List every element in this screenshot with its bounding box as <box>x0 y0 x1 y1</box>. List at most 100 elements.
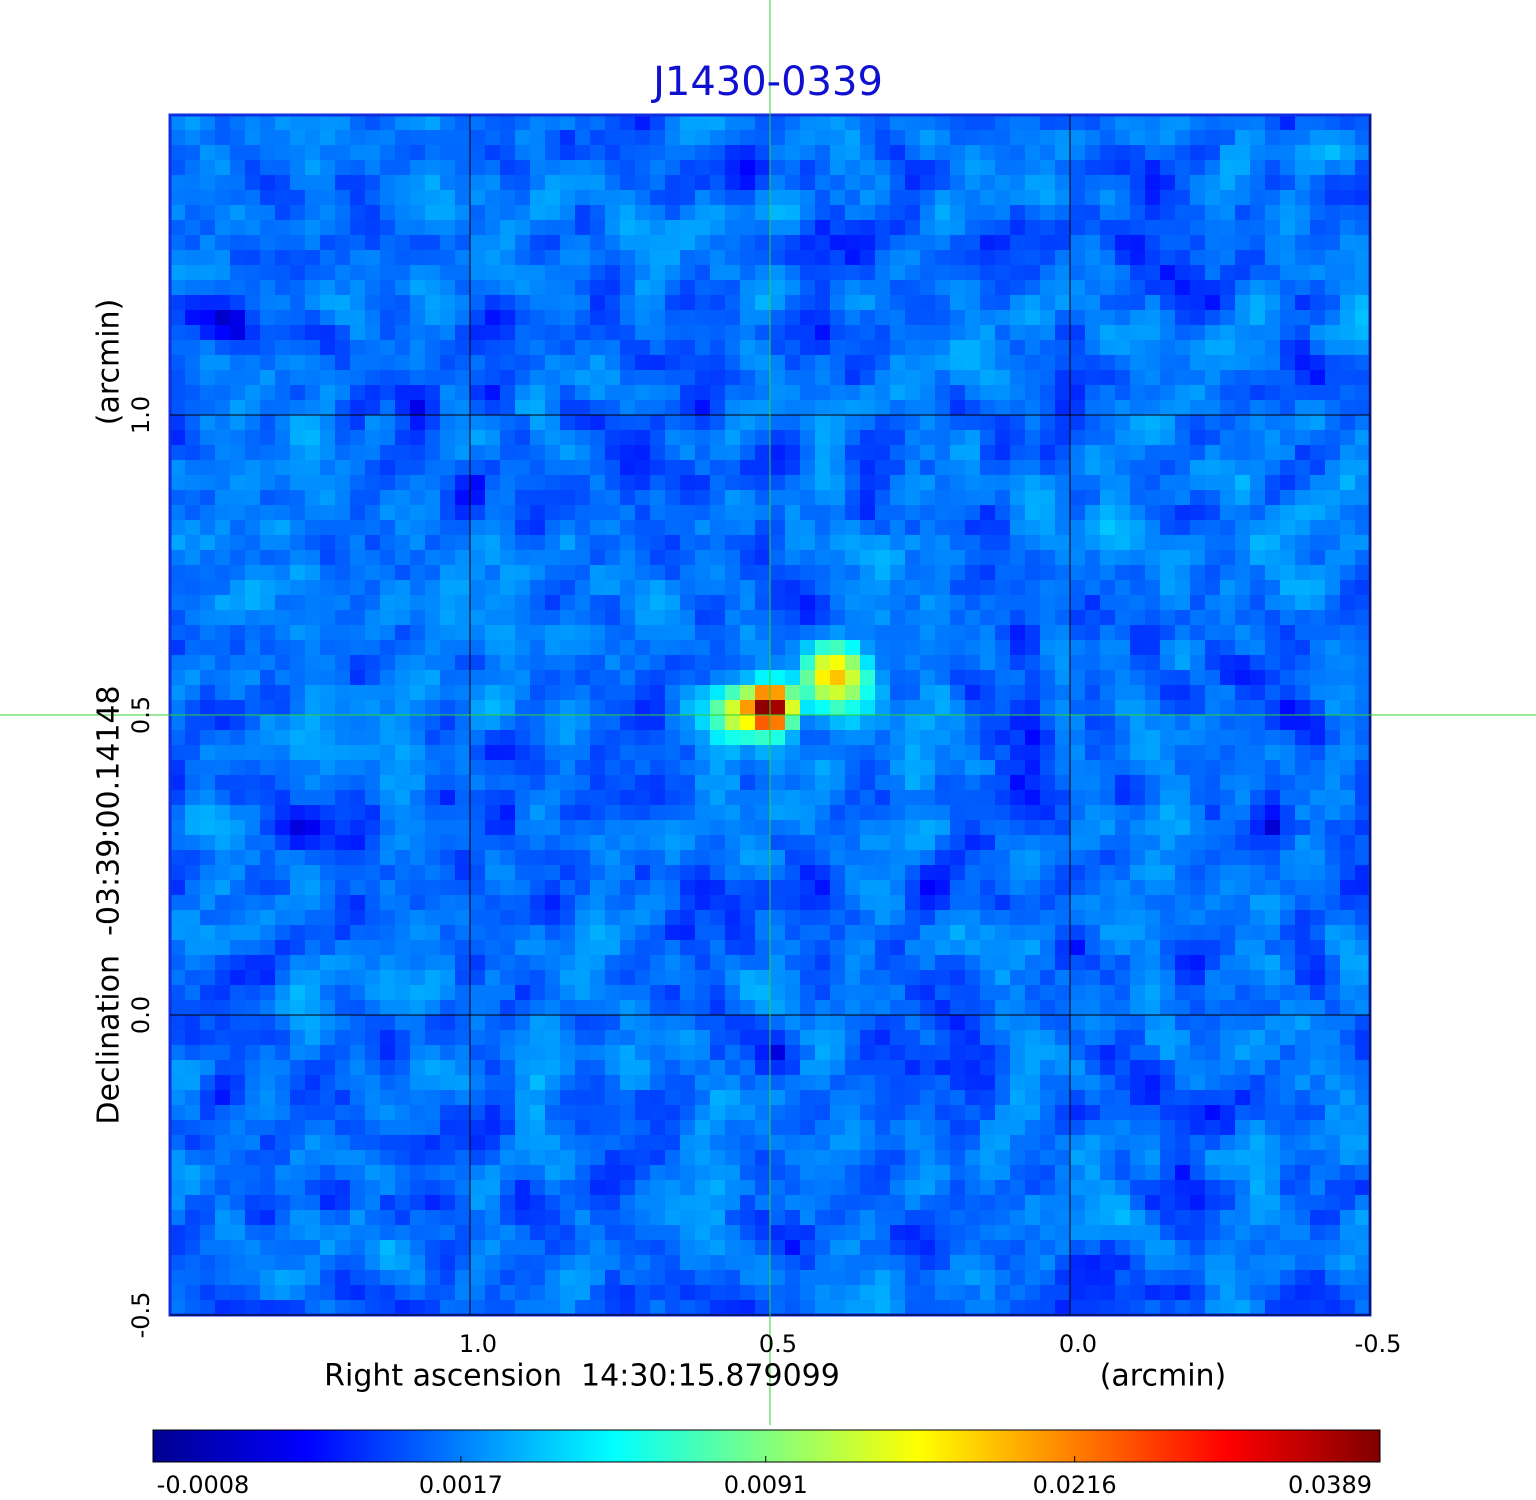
pixel <box>695 715 711 731</box>
pixel <box>695 190 711 206</box>
pixel <box>935 565 951 581</box>
pixel <box>800 715 816 731</box>
pixel <box>695 925 711 941</box>
pixel <box>215 760 231 776</box>
pixel <box>440 565 456 581</box>
pixel <box>1040 955 1056 971</box>
pixel <box>680 850 696 866</box>
pixel <box>1220 400 1236 416</box>
pixel <box>1190 460 1206 476</box>
pixel <box>1205 475 1221 491</box>
pixel <box>395 325 411 341</box>
pixel <box>245 430 261 446</box>
pixel <box>380 775 396 791</box>
pixel <box>770 490 786 506</box>
pixel <box>800 700 816 716</box>
pixel <box>680 730 696 746</box>
pixel <box>785 130 801 146</box>
pixel <box>200 325 216 341</box>
pixel <box>1280 865 1296 881</box>
pixel <box>275 625 291 641</box>
pixel <box>1205 970 1221 986</box>
pixel <box>680 565 696 581</box>
pixel <box>1055 865 1071 881</box>
pixel <box>830 400 846 416</box>
pixel <box>335 820 351 836</box>
pixel <box>890 760 906 776</box>
pixel <box>620 280 636 296</box>
pixel <box>635 130 651 146</box>
pixel <box>1325 640 1341 656</box>
pixel <box>1160 880 1176 896</box>
pixel <box>320 700 336 716</box>
pixel <box>1085 820 1101 836</box>
pixel <box>290 985 306 1001</box>
pixel <box>1235 385 1251 401</box>
pixel <box>980 475 996 491</box>
pixel <box>980 400 996 416</box>
pixel <box>500 400 516 416</box>
pixel <box>1025 265 1041 281</box>
pixel <box>1355 505 1371 521</box>
pixel <box>635 370 651 386</box>
pixel <box>845 370 861 386</box>
pixel <box>1160 370 1176 386</box>
pixel <box>185 715 201 731</box>
pixel <box>215 970 231 986</box>
pixel <box>305 595 321 611</box>
pixel <box>620 580 636 596</box>
pixel <box>1070 280 1086 296</box>
pixel <box>350 145 366 161</box>
pixel <box>950 985 966 1001</box>
pixel <box>1190 535 1206 551</box>
pixel <box>575 715 591 731</box>
pixel <box>1340 1000 1356 1016</box>
pixel <box>1325 280 1341 296</box>
pixel <box>1145 250 1161 266</box>
pixel <box>275 940 291 956</box>
pixel <box>800 610 816 626</box>
pixel <box>815 715 831 731</box>
pixel <box>1190 340 1206 356</box>
pixel <box>1340 160 1356 176</box>
pixel <box>335 550 351 566</box>
pixel <box>1130 160 1146 176</box>
pixel <box>1280 1015 1296 1031</box>
pixel <box>665 295 681 311</box>
pixel <box>1280 580 1296 596</box>
pixel <box>845 985 861 1001</box>
pixel <box>815 895 831 911</box>
pixel <box>935 505 951 521</box>
pixel <box>230 415 246 431</box>
pixel <box>1130 1015 1146 1031</box>
pixel <box>725 115 741 131</box>
pixel <box>875 310 891 326</box>
pixel <box>575 445 591 461</box>
pixel <box>770 985 786 1001</box>
pixel <box>185 235 201 251</box>
pixel <box>1250 565 1266 581</box>
pixel <box>1355 985 1371 1001</box>
pixel <box>980 535 996 551</box>
pixel <box>365 220 381 236</box>
pixel <box>695 205 711 221</box>
pixel <box>665 265 681 281</box>
pixel <box>965 655 981 671</box>
pixel <box>1220 685 1236 701</box>
pixel <box>530 445 546 461</box>
pixel <box>200 595 216 611</box>
pixel <box>260 775 276 791</box>
pixel <box>1265 640 1281 656</box>
pixel <box>875 115 891 131</box>
pixel <box>995 325 1011 341</box>
pixel <box>410 760 426 776</box>
pixel <box>1325 175 1341 191</box>
pixel <box>1130 475 1146 491</box>
pixel <box>560 895 576 911</box>
pixel <box>725 1000 741 1016</box>
pixel <box>230 175 246 191</box>
pixel <box>995 1000 1011 1016</box>
pixel <box>500 610 516 626</box>
pixel <box>410 565 426 581</box>
pixel <box>275 805 291 821</box>
